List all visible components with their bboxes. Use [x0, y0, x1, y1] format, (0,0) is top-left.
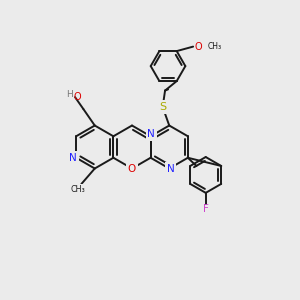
- Text: N: N: [167, 164, 175, 174]
- Text: N: N: [147, 129, 155, 139]
- Text: CH₃: CH₃: [70, 185, 85, 194]
- Text: S: S: [159, 102, 166, 112]
- Text: F: F: [203, 204, 208, 214]
- Text: O: O: [195, 42, 202, 52]
- Text: O: O: [74, 92, 81, 101]
- Text: O: O: [128, 164, 136, 174]
- Text: CH₃: CH₃: [208, 42, 222, 51]
- Text: N: N: [69, 153, 77, 163]
- Text: H: H: [66, 90, 73, 99]
